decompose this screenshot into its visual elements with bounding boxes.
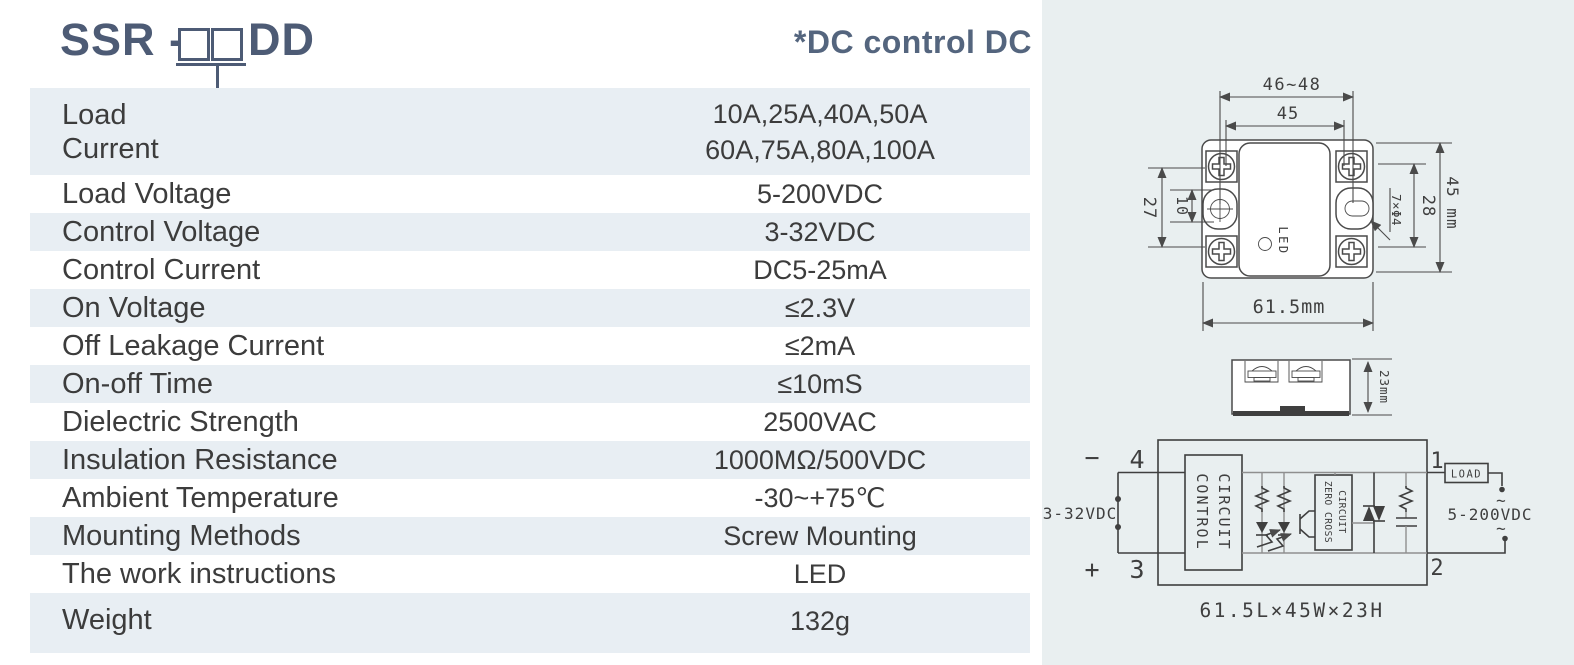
led-diode-icon [1278,522,1290,533]
dim-10-label: 10 [1173,196,1191,216]
resistor-icon [1397,486,1415,512]
dim-28-label: 28 [1418,195,1438,217]
ssr-body-outline [1157,439,1428,586]
terminal-1-label: 1 [1430,449,1443,474]
resistor-icon [1253,486,1271,512]
row-value: 132g [789,606,851,636]
overall-size-label: 61.5L×45W×23H [1199,599,1384,622]
control-circuit-label-line2: CIRCUIT [1215,473,1233,550]
table-row: Insulation Resistance 1000MΩ/500VDC [30,441,1030,479]
circuit-diagram: − 4 + 3 3-32VDC CONTROL CIRCUIT [1043,439,1532,586]
table-row: Load Voltage 5-200VDC [30,175,1030,213]
row-label: Mounting Methods [62,520,301,552]
model-placeholder-box-1 [178,28,210,61]
spec-table: Load Current 10A,25A,40A,50A 60A,75A,80A… [30,88,1030,653]
dim-46-48-label: 46~48 [1263,75,1322,95]
row-label: Dielectric Strength [62,406,299,438]
triac-icon [1363,472,1385,553]
table-row: The work instructions LED [30,555,1030,593]
output-terminal-dot [1499,486,1505,493]
row-label: Control Current [62,254,261,286]
table-row: Control Voltage 3-32VDC [30,213,1030,251]
resistor-icon [1275,486,1293,512]
page-title-model-suffix: DD [248,14,315,65]
zero-cross-block [1314,474,1353,551]
row-value: 1000MΩ/500VDC [713,445,927,475]
row-value: 10A,25A,40A,50A 60A,75A,80A,100A [705,98,935,165]
control-circuit-label-line1: CONTROL [1193,473,1211,550]
row-label: Load Voltage [62,178,232,210]
input-terminal-dot [1115,496,1121,502]
row-label: The work instructions [62,558,336,590]
output-terminal-dot [1502,535,1508,542]
row-label: Load Current [62,98,159,165]
zero-cross-label-line2: CIRCUIT [1336,490,1347,534]
phototransistor-icon [1299,510,1315,538]
row-label: Ambient Temperature [62,482,339,514]
input-voltage-label: 3-32VDC [1043,504,1117,523]
zero-cross-label-line1: ZERO CROSS [1322,481,1333,543]
dim-61-5mm-label: 61.5mm [1253,297,1326,318]
ac-tilde-top: ~ [1496,491,1506,510]
led-diode-icon [1256,522,1268,533]
row-value: -30~+75℃ [754,483,886,513]
load-label: LOAD [1451,469,1482,481]
dim-45-label: 45 [1277,104,1299,124]
dim-23mm-label: 23mm [1377,370,1392,404]
table-row: Dielectric Strength 2500VAC [30,403,1030,441]
led-indicator-icon [1258,237,1272,251]
row-label: Weight [62,604,152,636]
row-value: DC5-25mA [753,255,887,285]
row-label: Insulation Resistance [62,444,338,476]
table-row: Ambient Temperature -30~+75℃ [30,479,1030,517]
table-row: On Voltage ≤2.3V [30,289,1030,327]
ac-tilde-bottom: ~ [1496,519,1506,538]
screw-terminal-icon [1205,150,1368,268]
table-row: Off Leakage Current ≤2mA [30,327,1030,365]
led-label: LED [1276,226,1290,255]
drawing-panel: LED 46~48 45 27 10 28 [1042,0,1574,665]
table-row: Mounting Methods Screw Mounting [30,517,1030,555]
row-label: Off Leakage Current [62,330,325,362]
terminal-3-label: 3 [1129,555,1144,584]
opto-light-arrow [1267,533,1292,552]
row-value: Screw Mounting [723,521,917,551]
capacitor-icon [1396,517,1417,527]
hole-note-label: 7×Φ4 [1389,194,1404,226]
terminal-4-sign: − [1084,443,1099,472]
row-value: 3-32VDC [764,217,876,247]
row-label: On Voltage [62,292,206,324]
terminal-2-label: 2 [1430,556,1443,581]
row-value: ≤10mS [777,369,863,399]
row-value: 2500VAC [763,407,877,437]
top-view-drawing: LED 46~48 45 27 10 28 [1139,75,1462,331]
model-connector-underline [176,63,246,66]
side-view-drawing: 23mm [1231,358,1392,416]
technical-drawings: LED 46~48 45 27 10 28 [1043,75,1532,622]
control-circuit-block [1184,454,1243,571]
table-row: On-off Time ≤10mS [30,365,1030,403]
row-label: On-off Time [62,368,213,400]
row-value: ≤2.3V [784,293,856,323]
mounting-hole-slot [1344,200,1370,217]
table-row: Weight 132g [30,593,1030,653]
table-row: Control Current DC5-25mA [30,251,1030,289]
input-terminal-dot [1115,524,1121,530]
model-placeholder-box-2 [211,28,243,61]
table-row: Load Current 10A,25A,40A,50A 60A,75A,80A… [30,88,1030,175]
row-value: 5-200VDC [756,179,884,209]
output-voltage-label: 5-200VDC [1447,505,1532,524]
control-type-note: *DC control DC [793,24,1032,60]
row-label: Control Voltage [62,216,261,248]
opto-light-arrow [1256,529,1281,548]
terminal-3-sign: + [1084,555,1099,584]
dim-45mm-label: 45 mm [1443,176,1462,229]
terminal-4-label: 4 [1129,445,1144,474]
row-value: LED [793,559,847,589]
page-title-model-prefix: SSR - [60,14,186,65]
row-value: ≤2mA [784,331,856,361]
dim-27-label: 27 [1139,197,1159,219]
